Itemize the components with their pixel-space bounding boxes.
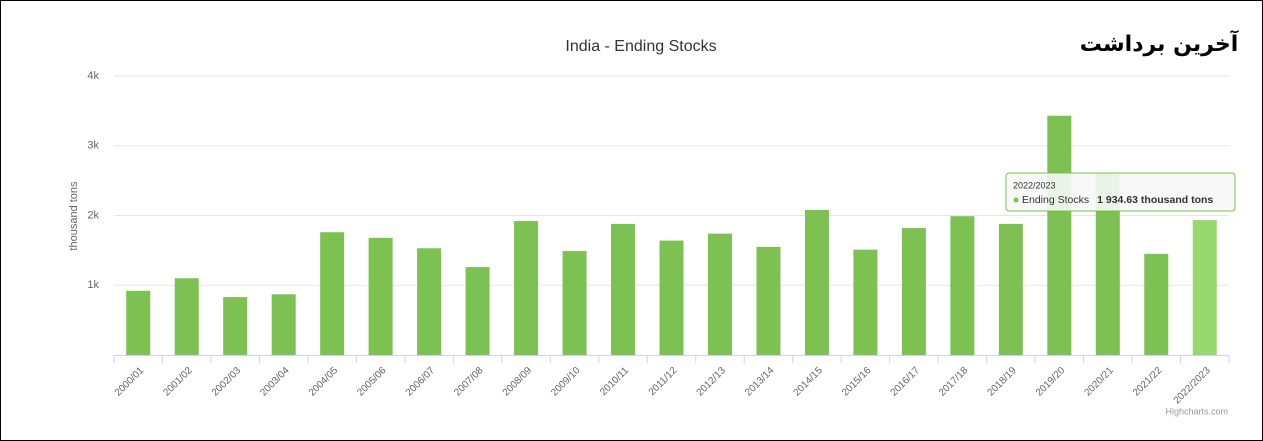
y-tick-label: 3k — [87, 140, 99, 152]
tooltip: 2022/2023 Ending Stocks 1 934.63 thousand … — [1005, 172, 1236, 212]
bar — [950, 216, 975, 355]
bar — [901, 228, 926, 355]
tooltip-value: 1 934.63 thousand tons — [1097, 194, 1213, 206]
x-tick-label: 2001/02 — [161, 365, 195, 399]
x-tick-label: 2022/2023 — [1172, 365, 1214, 407]
bar — [562, 251, 587, 355]
bar — [368, 237, 393, 355]
x-tick-label: 2007/08 — [452, 365, 486, 399]
x-tick-label: 2002/03 — [210, 365, 244, 399]
x-tick-label: 2003/04 — [258, 365, 292, 399]
bar — [1047, 115, 1072, 355]
bar — [514, 221, 539, 355]
bar — [659, 240, 684, 355]
tooltip-dot — [1013, 197, 1019, 203]
bar — [223, 297, 248, 355]
x-tick-label: 2013/14 — [743, 365, 777, 399]
bar — [853, 249, 878, 355]
x-tick-label: 2019/20 — [1034, 365, 1068, 399]
credits: Highcharts.com — [1165, 406, 1228, 416]
bar — [611, 223, 636, 355]
x-tick-label: 2010/11 — [598, 365, 631, 398]
bar — [756, 246, 781, 355]
y-tick-label: 4k — [87, 70, 99, 82]
x-tick-label: 2008/09 — [501, 365, 535, 399]
bar — [271, 294, 296, 355]
bar — [1192, 220, 1217, 355]
x-tick-label: 2006/07 — [404, 365, 438, 399]
x-tick-label: 2018/19 — [985, 365, 1019, 399]
bar — [804, 209, 829, 355]
x-tick-label: 2021/22 — [1131, 365, 1165, 399]
bar — [707, 233, 732, 355]
y-tick-label: 1k — [87, 279, 99, 291]
x-tick-label: 2015/16 — [840, 365, 874, 399]
x-tick-label: 2000/01 — [113, 365, 147, 399]
bar — [1144, 253, 1169, 355]
y-tick-label: 2k — [87, 209, 99, 221]
x-tick-label: 2014/15 — [792, 365, 826, 399]
x-tick-label: 2011/12 — [647, 365, 680, 398]
x-tick-label: 2017/18 — [937, 365, 971, 399]
bar — [465, 267, 490, 355]
tooltip-line: Ending Stocks 1 934.63 thousand tons — [1022, 194, 1213, 206]
bar — [320, 232, 345, 355]
y-axis-label: thousand tons — [68, 181, 80, 251]
bar — [417, 248, 442, 355]
tooltip-series-name: Ending Stocks — [1022, 194, 1089, 206]
tooltip-box — [1005, 172, 1236, 212]
page-heading: آخرین برداشت — [1080, 29, 1239, 57]
bar — [126, 290, 151, 355]
x-tick-label: 2012/13 — [695, 365, 729, 399]
x-tick-label: 2020/21 — [1082, 365, 1116, 399]
x-tick-label: 2005/06 — [355, 365, 389, 399]
chart-title: India - Ending Stocks — [565, 38, 716, 55]
bar — [174, 278, 199, 355]
tooltip-header: 2022/2023 — [1013, 180, 1056, 190]
x-tick-label: 2009/10 — [549, 365, 583, 399]
bar — [998, 223, 1023, 355]
x-tick-label: 2004/05 — [307, 365, 341, 399]
x-tick-label: 2016/17 — [889, 365, 923, 399]
